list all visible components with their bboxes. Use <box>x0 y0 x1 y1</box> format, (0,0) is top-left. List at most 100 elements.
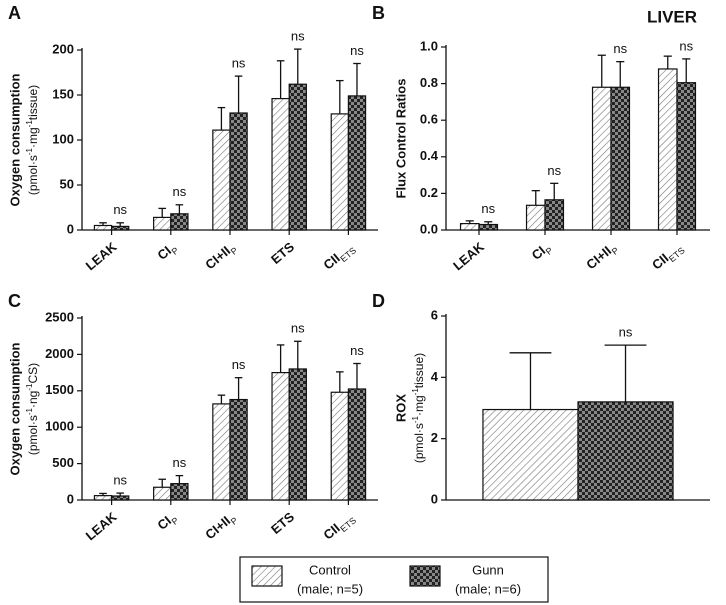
x-tick-label-sub: ETS <box>339 516 359 535</box>
y-axis-title: Oxygen consumption <box>7 342 22 475</box>
bar <box>525 204 546 231</box>
x-tick-label: ETS <box>268 509 297 537</box>
bar <box>271 97 290 231</box>
x-tick-label-sub: ETS <box>667 246 687 265</box>
bar <box>459 222 480 231</box>
bar <box>288 368 307 501</box>
y-axis-unit-part: -1 <box>411 388 420 396</box>
y-tick-label: 100 <box>52 131 74 146</box>
significance-label: ns <box>173 184 187 199</box>
significance-label: ns <box>113 473 127 488</box>
y-axis-unit-part: CS) <box>26 363 40 384</box>
x-tick-label-sub: P <box>229 516 240 528</box>
x-tick-label: CIIETS <box>321 509 359 545</box>
bar <box>347 95 367 231</box>
y-tick-label: 0.0 <box>420 221 438 236</box>
x-tick-label: CIP <box>155 239 181 265</box>
legend-swatch <box>409 565 441 587</box>
legend-box <box>239 556 549 603</box>
x-tick-label-text: CI <box>155 243 175 263</box>
x-tick-label: LEAK <box>450 239 487 274</box>
x-tick-label-text: CI <box>155 513 175 533</box>
significance-label: ns <box>679 38 693 53</box>
y-axis-unit: (pmol·s-1·mg-1tissue) <box>411 353 427 463</box>
y-tick-label: 4 <box>431 369 439 384</box>
bar <box>229 112 248 231</box>
y-tick-label: 1000 <box>45 419 74 434</box>
y-axis-unit-part: -1 <box>25 120 34 128</box>
bar <box>610 86 631 231</box>
bar <box>271 372 290 501</box>
y-axis-title: ROX <box>393 394 408 423</box>
y-tick-label: 0.2 <box>420 185 438 200</box>
x-tick-label-sub: P <box>544 246 555 258</box>
y-axis-unit-part: -1 <box>411 415 420 423</box>
significance-label: ns <box>350 43 364 58</box>
x-tick-label-text: CI <box>529 243 549 263</box>
x-tick-label: ETS <box>268 239 297 267</box>
y-axis-unit-part: ·mg <box>412 395 426 416</box>
figure-title: LIVER <box>647 7 697 26</box>
x-tick-label-sub: ETS <box>339 246 359 265</box>
x-tick-label-text: CI+II <box>584 243 615 272</box>
bar <box>544 199 565 231</box>
x-tick-label-text: CI+II <box>203 243 234 272</box>
x-tick-label-text: ETS <box>268 509 297 537</box>
x-tick-label-sub: P <box>229 246 240 258</box>
y-axis-unit-part: (pmol·s <box>26 155 40 195</box>
x-tick-label: CIIETS <box>649 239 687 275</box>
bar <box>347 388 367 501</box>
bar <box>676 82 697 231</box>
x-tick-label-text: LEAK <box>83 509 120 544</box>
x-tick-label-text: LEAK <box>83 239 120 274</box>
significance-label: ns <box>350 343 364 358</box>
y-tick-label: 2 <box>431 430 438 445</box>
y-tick-label: 1.0 <box>420 38 438 53</box>
y-axis-unit-part: ·mg <box>26 127 40 148</box>
y-axis-unit-part: -1 <box>25 407 34 415</box>
bar <box>93 224 113 231</box>
y-tick-label: 0 <box>431 491 438 506</box>
y-axis-unit-part: ·ng <box>26 391 40 408</box>
bar <box>170 213 189 231</box>
significance-label: ns <box>291 321 305 336</box>
y-tick-label: 6 <box>431 307 438 322</box>
x-tick-label-text: ETS <box>268 239 297 267</box>
y-axis-unit-part: -1 <box>25 383 34 391</box>
significance-label: ns <box>547 163 561 178</box>
y-axis-unit-part: tissue) <box>412 353 426 388</box>
significance-label: ns <box>113 202 127 217</box>
x-tick-label-text: CII <box>649 251 671 273</box>
legend-label: Control <box>309 562 351 577</box>
y-axis-unit-part: -1 <box>25 147 34 155</box>
bar <box>330 391 349 501</box>
bar <box>577 401 674 501</box>
x-tick-label-text: LEAK <box>450 239 487 274</box>
y-axis-unit-part: (pmol·s <box>26 415 40 455</box>
legend-detail: (male; n=6) <box>455 581 521 596</box>
y-tick-label: 2500 <box>45 309 74 324</box>
x-tick-label: CI+IIP <box>203 239 240 274</box>
y-tick-label: 50 <box>60 176 74 191</box>
legend-label: Gunn <box>472 562 504 577</box>
bar <box>591 86 612 231</box>
y-tick-label: 0 <box>67 491 74 506</box>
bar <box>153 486 172 501</box>
x-tick-label-text: CI+II <box>203 513 234 542</box>
x-tick-label: CI+IIP <box>584 239 621 274</box>
bar <box>212 129 231 231</box>
bar <box>110 495 130 501</box>
legend-swatch <box>251 565 283 587</box>
x-tick-label: LEAK <box>83 509 120 544</box>
bar <box>229 398 248 501</box>
significance-label: ns <box>613 41 627 56</box>
y-tick-label: 0.8 <box>420 75 438 90</box>
significance-label: ns <box>232 56 246 71</box>
bar <box>170 483 189 501</box>
x-tick-label-text: CII <box>321 251 343 273</box>
bar <box>478 223 499 231</box>
panel-label: B <box>372 3 385 23</box>
x-tick-label-sub: P <box>170 246 181 258</box>
y-tick-label: 150 <box>52 86 74 101</box>
